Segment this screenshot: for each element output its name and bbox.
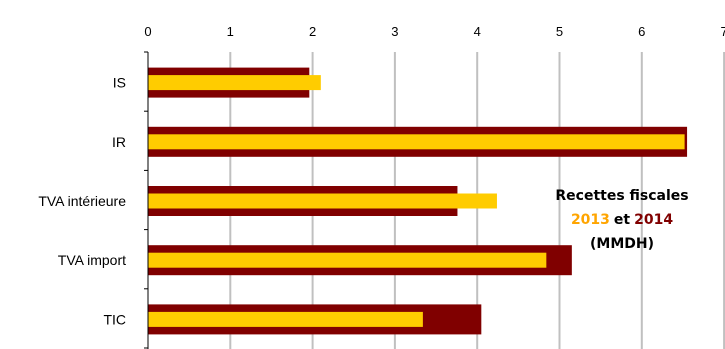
y-axis-ticks bbox=[144, 51, 148, 349]
category-label-2: TVA intérieure bbox=[38, 193, 126, 209]
category-labels: IS IR TVA intérieure TVA import TIC bbox=[38, 75, 126, 328]
annotation-year-2013: 2013 bbox=[571, 212, 610, 228]
bar-2013-0 bbox=[148, 75, 321, 91]
x-tick-label-6: 6 bbox=[638, 24, 645, 39]
x-tick-label-2: 2 bbox=[309, 24, 316, 39]
annotation-title: Recettes fiscales bbox=[555, 188, 688, 204]
bars bbox=[148, 67, 688, 335]
chart-annotation: Recettes fiscales 2013 et 2014 (MMDH) bbox=[555, 188, 688, 252]
annotation-unit: (MMDH) bbox=[590, 236, 654, 252]
bar-2013-3 bbox=[148, 252, 547, 268]
svg-text:(MMDH): (MMDH) bbox=[590, 236, 654, 252]
bar-2013-2 bbox=[148, 193, 497, 209]
x-tick-label-1: 1 bbox=[227, 24, 234, 39]
category-label-4: TIC bbox=[103, 311, 126, 327]
category-label-1: IR bbox=[112, 134, 126, 150]
x-tick-label-7: 7 bbox=[720, 24, 725, 39]
bar-2013-1 bbox=[148, 134, 685, 150]
category-label-3: TVA import bbox=[58, 252, 126, 268]
x-tick-label-0: 0 bbox=[144, 24, 151, 39]
annotation-year-2014: 2014 bbox=[634, 212, 673, 228]
x-tick-label-5: 5 bbox=[556, 24, 563, 39]
bar-2013-4 bbox=[148, 311, 423, 327]
category-label-0: IS bbox=[113, 75, 126, 91]
x-tick-label-3: 3 bbox=[391, 24, 398, 39]
x-tick-labels: 0 1 2 3 4 5 6 7 bbox=[144, 24, 725, 39]
x-tick-label-4: 4 bbox=[474, 24, 481, 39]
svg-text:Recettes fiscales: Recettes fiscales bbox=[555, 188, 688, 204]
annotation-connector: et bbox=[614, 212, 630, 228]
